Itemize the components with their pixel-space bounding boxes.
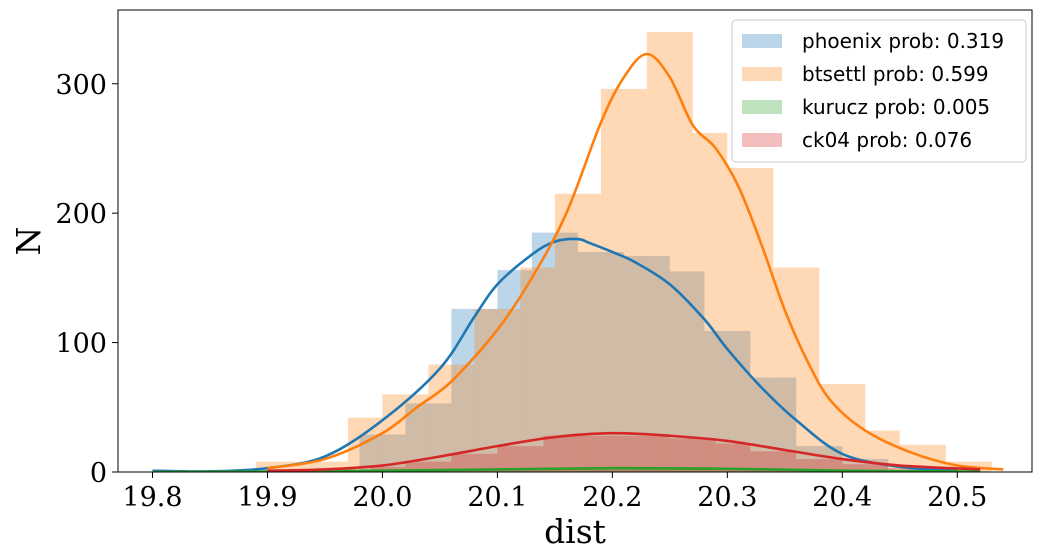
phoenix-kde-line [152,237,958,472]
phoenix-legend-label: phoenix prob: 0.319 [802,29,1004,53]
btsettl-bar [646,32,693,472]
btsettl-bar [554,193,601,472]
axes-frame [117,9,1033,473]
x-tick-label: 20.3 [697,482,757,513]
kurucz-bar [497,468,613,472]
x-tick-label: 20.5 [927,482,987,513]
x-tick-label: 20.4 [812,482,872,513]
btsettl-bar [692,132,728,472]
btsettl-legend-label: btsettl prob: 0.599 [802,62,989,86]
kurucz-legend-label: kurucz prob: 0.005 [802,95,990,119]
phoenix-bar [451,308,498,472]
x-axis-title: dist [544,512,606,551]
ck04-legend-swatch [742,133,782,147]
ck04-bar [451,453,498,472]
axes: 19.8 19.9 20.0 20.1 20.2 20.3 20.4 20.5 0 100 200 3… [9,9,1033,551]
btsettl-bar [600,88,647,472]
legend: phoenix prob: 0.319 btsettl prob: 0.599 ku… [731,19,1027,163]
ck04-bar [750,451,797,472]
ck04-bar [796,459,843,472]
btsettl-kde-line [267,52,1004,471]
y-tick-label: 0 [90,458,107,489]
kurucz-bar [612,468,728,472]
phoenix-bar [704,330,751,472]
kurucz-legend-swatch [742,100,782,114]
y-tick-label: 200 [55,199,107,230]
phoenix-legend-swatch [742,34,782,48]
legend-box [731,19,1027,163]
ck04-bar [669,438,716,472]
ck04-bar [623,435,670,472]
x-tick-label: 20.0 [352,482,412,513]
btsettl-bar [347,417,383,472]
x-tick-label: 19.8 [122,482,182,513]
ck04-bar [543,435,578,472]
ck04-kde-line [267,431,981,472]
ck04-bar [405,461,452,472]
x-tick-label: 20.2 [582,482,642,513]
x-tick-label: 20.1 [467,482,527,513]
ck04-bar [715,443,751,472]
ck04-bar [842,464,889,472]
x-tick-label: 19.9 [237,482,297,513]
y-tick-label: 100 [55,329,107,360]
phoenix-bar [750,377,797,472]
kde-layer [152,52,1004,472]
btsettl-bar [301,461,348,472]
phoenix-bar [531,232,578,472]
ck04-legend-label: ck04 prob: 0.076 [802,128,972,152]
plot-area [152,32,1004,472]
y-tick-label: 300 [55,70,107,101]
btsettl-legend-swatch [742,67,782,81]
ck04-bar [577,435,624,472]
y-axis-title: N [9,227,48,256]
